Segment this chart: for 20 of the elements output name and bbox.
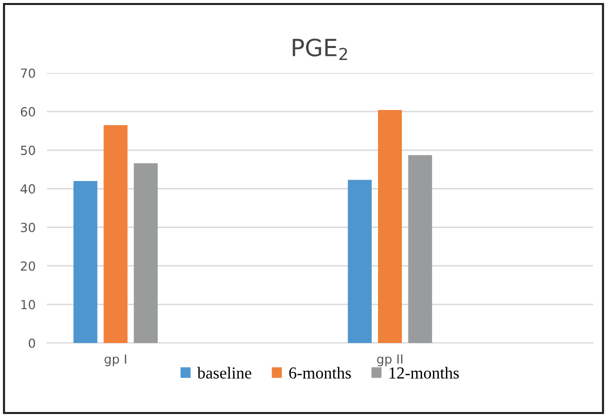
- bar: [104, 125, 128, 343]
- y-tick-label: 60: [20, 107, 36, 116]
- bar: [408, 155, 432, 343]
- bar: [348, 180, 372, 343]
- bar: [378, 110, 402, 343]
- y-tick-label: 20: [20, 261, 36, 271]
- y-tick-label: 50: [20, 146, 36, 156]
- bar: [73, 181, 98, 343]
- legend-label: 12-months: [390, 366, 459, 379]
- x-tick-label: gp I: [104, 354, 126, 366]
- y-tick-label: 10: [21, 300, 36, 310]
- bar: [134, 163, 158, 343]
- chart-title: PGE$_{2}$: [292, 38, 348, 60]
- legend-label: baseline: [197, 366, 252, 379]
- y-tick-label: 70: [21, 68, 36, 78]
- y-tick-label: 40: [20, 184, 36, 194]
- y-tick-label: 0: [28, 338, 36, 348]
- y-tick-label: 30: [20, 222, 36, 232]
- x-tick-label: gp II: [377, 354, 402, 366]
- legend-label: 6-months: [289, 366, 351, 379]
